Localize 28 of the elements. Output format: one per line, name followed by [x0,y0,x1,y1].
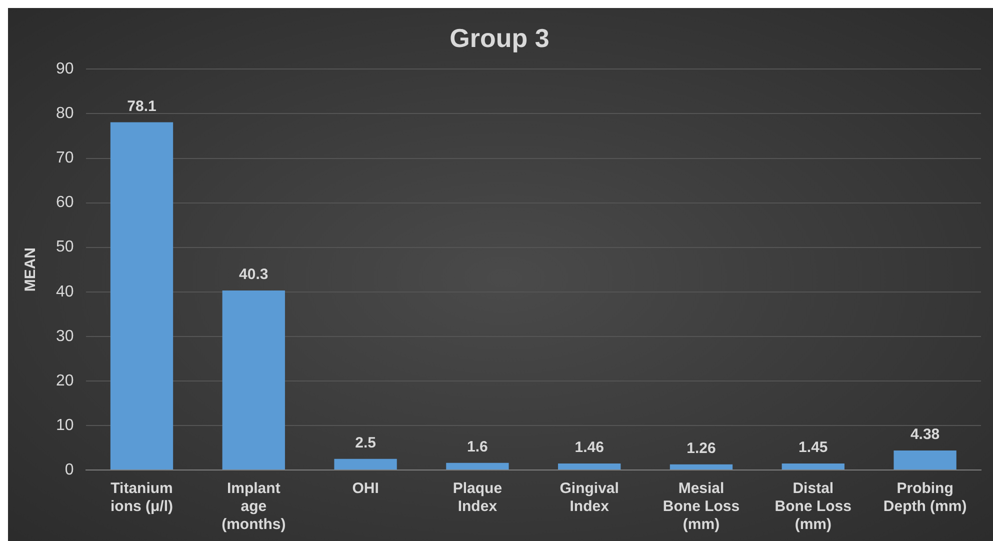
x-tick-label: Implant age (months) [222,480,286,534]
y-tick-label: 0 [64,461,74,478]
x-tick-label: Mesial Bone Loss (mm) [662,480,740,534]
x-tick-label: OHI [352,480,379,498]
y-tick-label: 10 [56,416,74,434]
chart-title: Group 3 [450,22,550,53]
data-label: 1.46 [574,439,604,456]
y-tick-label: 60 [56,194,74,212]
data-label: 4.38 [910,426,940,444]
y-tick-label: 30 [56,328,74,345]
data-label: 2.5 [355,434,376,452]
x-tick-label: Plaque Index [452,480,502,516]
x-tick-label: Gingival Index [560,480,619,516]
y-tick-label: 40 [56,283,74,300]
y-tick-label: 80 [56,105,74,122]
y-tick-label: 20 [56,372,74,390]
y-tick-label: 70 [56,150,74,167]
data-label: 78.1 [127,98,156,115]
y-axis-title: MEAN [22,248,40,292]
x-tick-label: Titanium ions (μ/l) [110,480,174,516]
data-label: 1.6 [467,438,488,456]
y-tick-label: 90 [56,60,74,78]
y-tick-label: 50 [56,238,74,256]
data-label: 1.45 [798,439,828,456]
data-label: 40.3 [239,266,268,284]
data-label: 1.26 [686,440,716,458]
x-tick-label: Distal Bone Loss (mm) [774,480,852,534]
x-tick-label: Probing Depth (mm) [883,480,967,516]
